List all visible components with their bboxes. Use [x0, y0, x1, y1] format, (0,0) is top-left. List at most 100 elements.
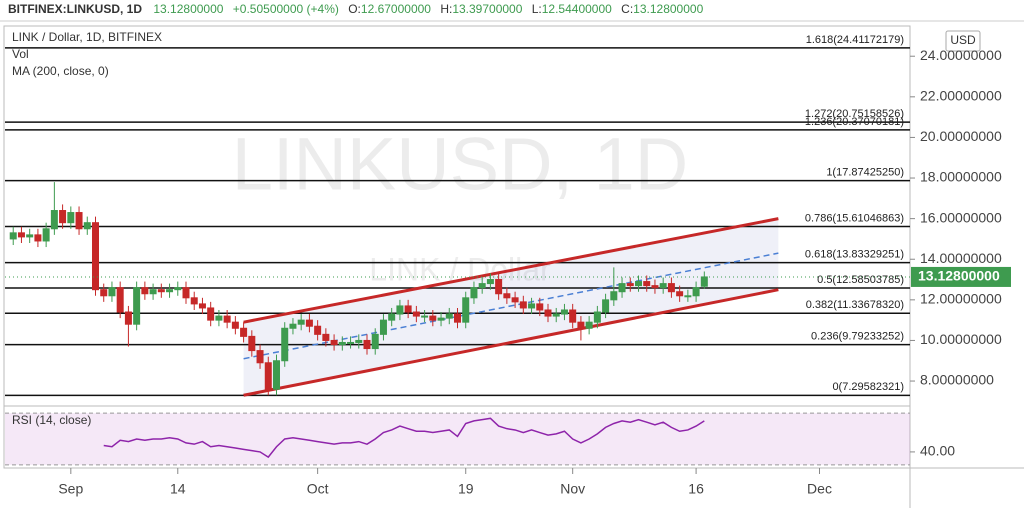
candle-body [166, 289, 174, 293]
candle-body [462, 297, 470, 323]
candle-body [26, 234, 34, 238]
candle-body [667, 283, 675, 293]
candle-body [215, 315, 223, 321]
rsi-tick-label: 40.00 [920, 443, 955, 459]
candle-body [635, 281, 642, 287]
y-tick-label: 12.00000000 [920, 291, 1002, 307]
currency-box[interactable] [945, 30, 981, 52]
candle-body [528, 303, 536, 309]
candle-body [626, 283, 634, 287]
candle-body [240, 327, 248, 337]
candle-body [412, 311, 420, 317]
candle-body [248, 335, 256, 352]
candle-body [330, 339, 338, 346]
candle-body [585, 321, 593, 329]
candle-body [17, 232, 25, 238]
candle-body [314, 325, 322, 335]
candle-body [141, 287, 149, 295]
x-tick-label: 16 [688, 481, 704, 497]
last-price-label: 13.12800000 [918, 268, 1000, 284]
candle-body [676, 291, 684, 297]
y-tick-label: 18.00000000 [920, 169, 1002, 185]
candle-body [50, 210, 58, 230]
x-tick-label: Oct [307, 481, 329, 497]
candle-body [429, 315, 437, 321]
candle-body [124, 311, 132, 325]
header: BITFINEX:LINKUSD, 1D 13.12800000 +0.5050… [8, 2, 704, 16]
x-tick-label: 19 [458, 481, 474, 497]
y-tick-label: 24.00000000 [920, 47, 1002, 63]
candle-body [223, 315, 231, 323]
legend-title: LINK / Dollar, 1D, BITFINEX [12, 30, 162, 44]
candle-body [445, 313, 453, 319]
fib-label: 0.236(9.79233252) [811, 331, 904, 343]
channel-upper [243, 217, 779, 324]
close: 13.12800000 [633, 2, 703, 16]
candle-body [174, 287, 182, 291]
candle-body [643, 281, 651, 287]
legend-vol: Vol [12, 47, 29, 61]
high: 13.39700000 [452, 2, 522, 16]
candle-body [67, 212, 75, 224]
y-tick-label: 8.00000000 [920, 372, 994, 388]
x-tick-label: 14 [170, 481, 186, 497]
candle-body [207, 307, 215, 321]
fib-label: 1(17.87425250) [826, 166, 904, 178]
candle-body [478, 283, 486, 289]
y-tick-label: 20.00000000 [920, 128, 1002, 144]
plot: 8.00000000 10.00000000 12.00000000 14.00000… [5, 34, 1011, 497]
close-label: C: [621, 2, 633, 16]
candle-body [421, 315, 429, 318]
candle-body [297, 319, 305, 325]
y-tick-label: 16.00000000 [920, 209, 1002, 225]
watermark-title: LINKUSD, 1D [232, 123, 688, 206]
candle-body [9, 232, 17, 240]
candle-body [149, 289, 157, 295]
candle-body [273, 360, 280, 390]
fib-label: 0.5(12.58503785) [817, 274, 904, 286]
candle-body [198, 303, 206, 309]
candle-body [651, 285, 659, 289]
last: 13.12800000 [153, 2, 223, 16]
high-label: H: [440, 2, 452, 16]
low-label: L: [532, 2, 542, 16]
candle-body [322, 333, 330, 341]
candle-body [281, 327, 289, 362]
candle-body [305, 319, 313, 327]
candle-body [569, 309, 577, 323]
rsi-line [103, 417, 705, 459]
fib-label: 1.236(20.37070181) [805, 116, 904, 128]
fib-label: 0(7.29582321) [832, 381, 904, 393]
candle-body [610, 291, 618, 301]
candle-body [503, 293, 511, 299]
candle-body [404, 305, 412, 313]
candle-body [264, 362, 272, 390]
candle-body [83, 222, 91, 230]
candle-body [355, 339, 363, 343]
candle-body [42, 228, 50, 242]
x-tick-label: Sep [58, 481, 83, 497]
candle-body [495, 279, 503, 295]
candle-body [593, 311, 601, 323]
candle-body [256, 350, 264, 364]
candle-body [388, 313, 396, 321]
candle-body [75, 212, 83, 230]
legend-ma: MA (200, close, 0) [12, 64, 109, 78]
candle-body [684, 295, 692, 298]
candle-body [157, 289, 165, 293]
fib-label: 0.786(15.61046863) [805, 212, 904, 224]
candle-body [231, 321, 239, 329]
candle-body [454, 313, 461, 323]
candle-body [396, 305, 404, 315]
candle-body [371, 333, 379, 350]
candle-body [116, 287, 124, 313]
x-tick-label: Nov [560, 481, 585, 497]
y-tick-label: 22.00000000 [920, 88, 1002, 104]
fib-label: 1.618(24.41172179) [806, 34, 904, 46]
candle-body [34, 234, 42, 242]
candle-body [59, 210, 67, 224]
candle-body [700, 276, 708, 287]
candle-body [618, 283, 626, 293]
